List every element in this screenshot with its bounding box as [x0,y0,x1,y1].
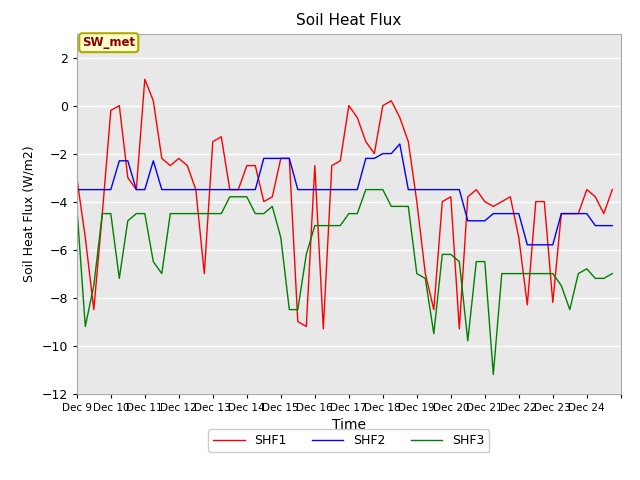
SHF1 [303,324,310,329]
Text: SW_met: SW_met [82,36,136,49]
SHF1 [353,115,361,120]
SHF3 [430,331,438,336]
SHF3 [362,187,370,192]
SHF2 [422,187,429,192]
Line: SHF2: SHF2 [77,144,612,245]
SHF2 [430,187,438,192]
SHF2 [141,187,148,192]
Line: SHF1: SHF1 [77,79,612,329]
X-axis label: Time: Time [332,418,366,432]
SHF2 [371,156,378,161]
SHF3 [490,372,497,377]
SHF1 [387,98,395,104]
SHF1 [141,76,148,82]
SHF2 [609,223,616,228]
SHF1 [73,175,81,180]
SHF1 [438,199,446,204]
Title: Soil Heat Flux: Soil Heat Flux [296,13,401,28]
SHF1 [319,326,327,332]
SHF1 [150,98,157,104]
Y-axis label: Soil Heat Flux (W/m2): Soil Heat Flux (W/m2) [23,145,36,282]
Line: SHF3: SHF3 [77,190,612,374]
SHF3 [379,187,387,192]
SHF1 [609,187,616,192]
SHF2 [337,187,344,192]
SHF2 [294,187,301,192]
Legend: SHF1, SHF2, SHF3: SHF1, SHF2, SHF3 [209,429,489,452]
SHF2 [524,242,531,248]
SHF3 [337,223,344,228]
SHF2 [73,187,81,192]
SHF1 [430,307,438,312]
SHF2 [396,141,404,147]
SHF3 [609,271,616,276]
SHF3 [73,204,81,209]
SHF3 [422,276,429,281]
SHF3 [294,307,301,312]
SHF3 [141,211,148,216]
